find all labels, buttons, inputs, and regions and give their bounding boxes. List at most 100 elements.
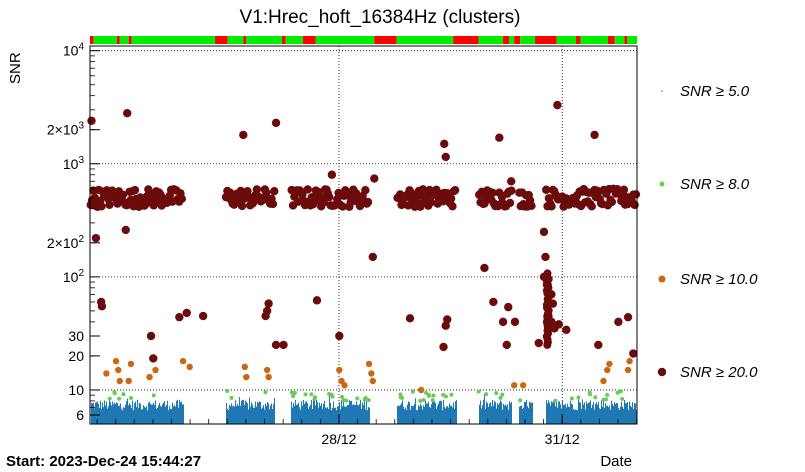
snr5-bar: [452, 407, 453, 424]
snr5-bar: [596, 402, 597, 424]
snr5-bar: [532, 402, 533, 424]
snr8-point: [605, 392, 610, 397]
snr5-bar: [345, 406, 346, 424]
snr10-point: [369, 377, 377, 385]
snr5-bar: [334, 407, 335, 424]
grid-lines: [90, 46, 637, 424]
segment-red: [535, 36, 557, 44]
snr5-bar: [135, 401, 136, 424]
snr5-bar: [358, 405, 359, 424]
snr20-band-point: [480, 199, 489, 208]
snr5-bar: [574, 409, 575, 424]
snr5-bar: [589, 402, 590, 424]
snr5-bar: [113, 404, 114, 424]
snr5-bar: [330, 402, 331, 424]
snr5-bar: [606, 405, 607, 424]
snr8-point: [441, 392, 446, 397]
snr5-bar: [420, 403, 421, 424]
snr20-point: [175, 312, 184, 322]
snr5-bar: [104, 400, 105, 424]
snr5-bar: [633, 408, 634, 424]
snr10-point: [336, 366, 343, 374]
snr10-point: [626, 357, 633, 365]
segment-green: [227, 36, 244, 44]
snr20-point: [279, 340, 288, 350]
snr5-bar: [352, 404, 353, 424]
segment-green: [131, 36, 216, 44]
snr20-point: [261, 311, 270, 321]
snr5-bar: [249, 397, 250, 424]
snr5-bar: [237, 403, 238, 424]
snr8-point: [362, 397, 367, 402]
snr5-bar: [363, 405, 364, 424]
snr20-band-point: [177, 194, 187, 204]
legend-marker: [657, 367, 667, 377]
snr5-bar: [632, 402, 633, 424]
snr5-bar: [175, 406, 176, 424]
snr5-bar: [262, 407, 263, 424]
snr5-bar: [414, 403, 415, 424]
snr5-bar: [271, 403, 272, 424]
snr5-bar: [161, 406, 162, 424]
snr5-bar: [560, 404, 561, 424]
snr5-bar: [442, 410, 443, 424]
x-axis-label: Date: [600, 453, 632, 470]
snr5-bar: [261, 408, 262, 424]
snr5-bar: [149, 401, 150, 424]
segment-red: [302, 36, 316, 44]
snr8-point: [329, 392, 334, 397]
snr5-bar: [415, 398, 416, 424]
snr5-bar: [576, 409, 577, 424]
snr20-point: [146, 331, 156, 341]
snr5-bar: [369, 407, 370, 424]
snr5-bar: [105, 405, 106, 424]
snr5-bar: [326, 408, 327, 424]
snr5-bar: [419, 406, 420, 424]
snr5-bar: [506, 406, 507, 424]
snr10-point: [606, 360, 613, 368]
snr5-bar: [136, 407, 137, 424]
snr5-bar: [155, 400, 156, 424]
snr5-bar: [585, 409, 586, 424]
snr5-bar: [307, 403, 308, 424]
snr5-bar: [430, 407, 431, 424]
snr5-bar: [246, 401, 247, 424]
snr5-bar: [444, 406, 445, 424]
snr5-bar: [351, 400, 352, 424]
snr5-bar: [353, 404, 354, 424]
snr5-bar: [142, 409, 143, 424]
snr5-bar: [141, 409, 142, 424]
snr8-point: [620, 396, 625, 401]
snr5-bar: [524, 402, 525, 424]
snr5-bar: [347, 404, 348, 424]
snr5-bar: [300, 409, 301, 424]
snr5-bar: [581, 409, 582, 424]
snr5-bar: [563, 404, 564, 424]
snr5-bar: [297, 404, 298, 424]
segment-green: [627, 36, 637, 44]
start-time-label: Start: 2023-Dec-24 15:44:27: [6, 453, 201, 470]
snr20-band-point: [450, 186, 460, 195]
snr5-bar: [291, 401, 292, 424]
snr5-bar: [431, 404, 432, 424]
snr5-bar: [162, 404, 163, 424]
snr5-bar: [493, 405, 494, 424]
snr10-point: [179, 357, 187, 365]
snr5-bar: [272, 408, 273, 424]
snr5-bar: [595, 403, 596, 424]
snr5-bar: [125, 404, 126, 424]
snr8-point: [449, 392, 454, 397]
segment-green: [508, 36, 515, 44]
snr5-bar: [412, 405, 413, 424]
snr5-bar: [587, 404, 588, 424]
snr5-bar: [503, 403, 504, 424]
snr8-point: [431, 393, 436, 398]
snr5-bar: [331, 410, 332, 424]
snr5-bar: [591, 408, 592, 424]
snr5-bar: [103, 407, 104, 424]
snr5-bar: [257, 401, 258, 424]
snr20-point: [405, 314, 415, 323]
snr5-bar: [355, 404, 356, 424]
snr5-bar: [439, 401, 440, 424]
